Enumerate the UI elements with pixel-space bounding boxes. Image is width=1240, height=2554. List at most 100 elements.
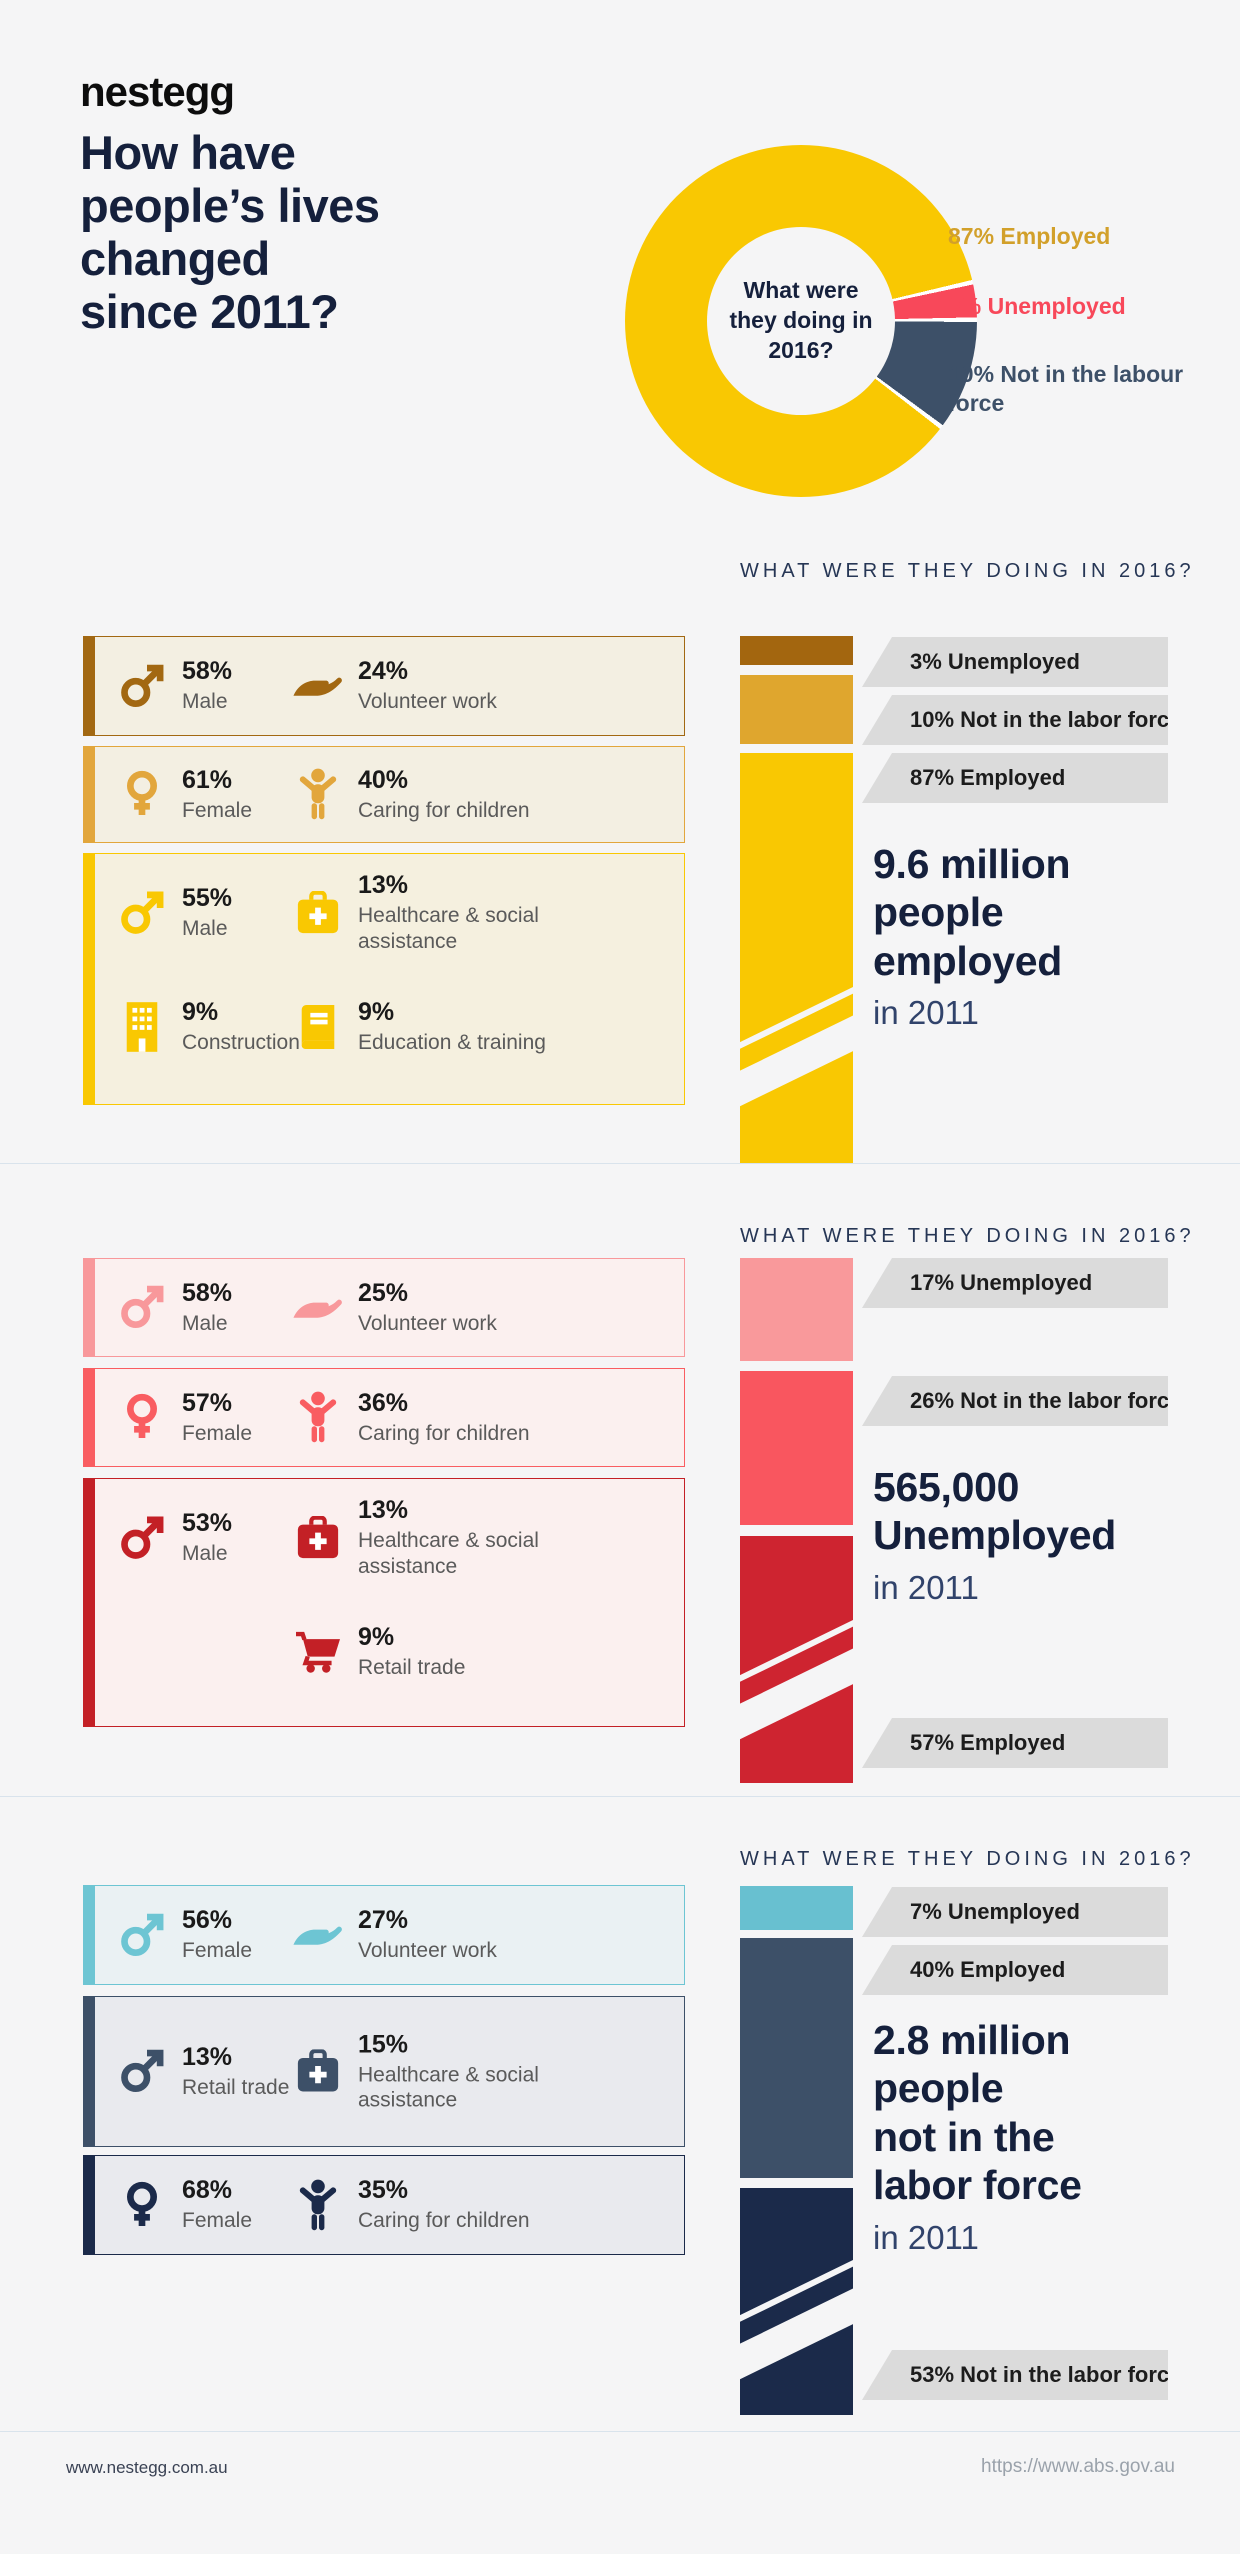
stat-label: Retail trade xyxy=(358,1656,466,1680)
stat-card: 68% Female 35% Caring for children xyxy=(83,2155,685,2255)
male-icon xyxy=(110,888,174,938)
bar-unemployed xyxy=(740,1886,853,1930)
highlight-line: 9.6 million xyxy=(873,841,1071,887)
child-icon xyxy=(286,1391,350,1443)
stat-value: 27% xyxy=(358,1906,409,1935)
stat-item: 35% Caring for children xyxy=(286,2176,530,2234)
male-icon xyxy=(110,2046,174,2096)
stat-label: Volunteer work xyxy=(358,1939,497,1963)
male-icon xyxy=(110,1282,174,1332)
stat-item: 9% Retail trade xyxy=(286,1601,465,1703)
stat-item: 61% Female xyxy=(110,766,252,824)
highlight-stat: 565,000 Unemployed in 2011 xyxy=(873,1463,1116,1607)
bar-not-in-labor-force xyxy=(740,2188,853,2415)
medical-kit-icon xyxy=(286,1516,350,1560)
page-title: How have people’s lives changed since 20… xyxy=(80,126,380,338)
bar-employed xyxy=(740,753,853,1163)
female-icon xyxy=(110,2180,174,2230)
stat-value: 55% xyxy=(182,884,233,913)
title-line: since 2011? xyxy=(80,285,339,339)
stat-label: Male xyxy=(182,917,228,941)
section-heading: WHAT WERE THEY DOING IN 2016? xyxy=(740,560,1195,582)
stat-item: 25% Volunteer work xyxy=(286,1279,497,1337)
stat-item: 40% Caring for children xyxy=(286,766,530,824)
highlight-line: labor force xyxy=(873,2162,1082,2209)
bar-label: 3% Unemployed xyxy=(862,637,1168,687)
stat-label: Healthcare & social assistance xyxy=(358,2062,539,2112)
stat-value: 13% xyxy=(358,1496,409,1525)
highlight-line: people xyxy=(873,2065,1004,2112)
building-icon xyxy=(110,1002,174,1052)
stat-value: 9% xyxy=(358,1623,395,1652)
stat-label: Healthcare & social assistance xyxy=(358,1529,539,1578)
bar-unemployed xyxy=(740,1258,853,1361)
stat-label: Healthcare & social assistance xyxy=(358,904,539,953)
stat-value: 57% xyxy=(182,1388,233,1417)
donut-hole xyxy=(707,227,895,415)
stat-value: 68% xyxy=(182,2176,233,2205)
volunteer-hand-icon xyxy=(286,1291,350,1324)
child-icon xyxy=(286,768,350,820)
stat-label: Male xyxy=(182,690,228,714)
stat-label: Female xyxy=(182,2209,253,2233)
stat-item: 58% Male xyxy=(110,1279,232,1337)
stat-value: 53% xyxy=(182,1509,233,1538)
highlight-stat: 9.6 million people employed in 2011 xyxy=(873,840,1071,1032)
female-icon xyxy=(110,1392,174,1442)
highlight-line: 2.8 million xyxy=(873,2017,1071,2063)
bar-unemployed xyxy=(740,636,853,665)
stat-label: Female xyxy=(182,798,253,822)
donut-chart: What were they doing in 2016? xyxy=(625,145,977,497)
medical-kit-icon xyxy=(286,2050,350,2094)
stat-label: Retail trade xyxy=(182,2075,290,2099)
stat-value: 58% xyxy=(182,1278,233,1307)
bar-employed xyxy=(740,1938,853,2178)
stat-value: 9% xyxy=(358,998,395,1027)
bar-employed xyxy=(740,1536,853,1783)
stat-label: Female xyxy=(182,1421,253,1445)
donut-center-label: What were they doing in 2016? xyxy=(729,277,873,363)
stat-label: Education & training xyxy=(358,1031,546,1055)
bar-not-in-labor-force xyxy=(740,1371,853,1525)
male-icon xyxy=(110,1910,174,1960)
stat-label: Female xyxy=(182,1939,253,1963)
highlight-sub: in 2011 xyxy=(873,994,979,1032)
bar-label: 7% Unemployed xyxy=(862,1887,1168,1937)
bar-label: 57% Employed xyxy=(862,1718,1168,1768)
stat-card: 57% Female 36% Caring for children xyxy=(83,1368,685,1467)
stat-value: 24% xyxy=(358,657,409,686)
stat-label: Volunteer work xyxy=(358,690,497,714)
highlight-sub: in 2011 xyxy=(873,1568,979,1606)
stat-card: 56% Female 27% Volunteer work xyxy=(83,1885,685,1985)
bar-not-in-labor-force xyxy=(740,675,853,744)
bar-label: 53% Not in the labor force xyxy=(862,2350,1168,2400)
shopping-cart-icon xyxy=(286,1630,350,1674)
stat-item: 13% Healthcare & social assistance xyxy=(286,1487,570,1589)
female-icon xyxy=(110,769,174,819)
stat-value: 36% xyxy=(358,1388,409,1417)
child-icon xyxy=(286,2179,350,2231)
footer-source-url: https://www.abs.gov.au xyxy=(981,2456,1175,2477)
stat-item: 36% Caring for children xyxy=(286,1389,530,1447)
legend-employed: 87% Employed xyxy=(948,223,1111,249)
title-line: How have xyxy=(80,126,296,179)
stat-value: 35% xyxy=(358,2176,409,2205)
medical-kit-icon xyxy=(286,891,350,935)
legend-unemployed: 3% Unemployed xyxy=(948,293,1126,319)
stat-card: 61% Female 40% Caring for children xyxy=(83,746,685,843)
stat-label: Volunteer work xyxy=(358,1311,497,1335)
stat-card: 58% Male 25% Volunteer work xyxy=(83,1258,685,1357)
section-not-in-labor-force: WHAT WERE THEY DOING IN 2016? 56% Female… xyxy=(0,1796,1240,2431)
brand-logo: nestegg xyxy=(80,68,235,115)
stat-value: 13% xyxy=(358,871,409,900)
stat-item: 15% Healthcare & social assistance xyxy=(286,2030,570,2113)
bar-label: 10% Not in the labor force xyxy=(862,695,1168,745)
stat-label: Caring for children xyxy=(358,2209,530,2233)
section-heading: WHAT WERE THEY DOING IN 2016? xyxy=(740,1848,1195,1870)
bar-break xyxy=(740,1625,853,1763)
section-divider xyxy=(0,1796,1240,1797)
stat-item: 13% Retail trade xyxy=(110,2043,289,2101)
stat-value: 56% xyxy=(182,1906,233,1935)
stat-value: 15% xyxy=(358,2029,409,2058)
bar-label: 87% Employed xyxy=(862,753,1168,803)
